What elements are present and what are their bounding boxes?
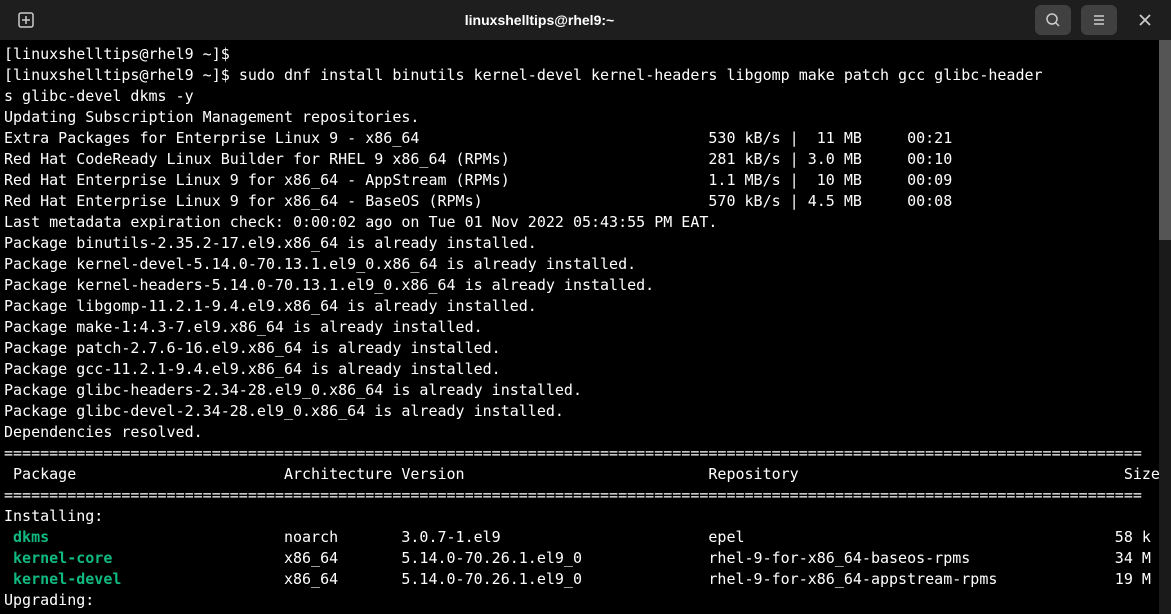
- output-line: Package make-1:4.3-7.el9.x86_64 is alrea…: [4, 318, 483, 336]
- menu-button[interactable]: [1081, 5, 1117, 35]
- scrollbar-thumb[interactable]: [1159, 40, 1171, 240]
- pkg-name: dkms: [4, 528, 49, 546]
- close-button[interactable]: [1127, 5, 1163, 35]
- separator: ========================================…: [4, 444, 1142, 462]
- output-line: Package gcc-11.2.1-9.4.el9.x86_64 is alr…: [4, 360, 501, 378]
- output-line: Package kernel-headers-5.14.0-70.13.1.el…: [4, 276, 654, 294]
- terminal-viewport[interactable]: [linuxshelltips@rhel9 ~]$ [linuxshelltip…: [0, 40, 1171, 614]
- separator: ========================================…: [4, 486, 1142, 504]
- titlebar-right: [1035, 5, 1163, 35]
- output-line: Red Hat Enterprise Linux 9 for x86_64 - …: [4, 171, 988, 189]
- output-line: Package glibc-headers-2.34-28.el9_0.x86_…: [4, 381, 582, 399]
- terminal-window: linuxshelltips@rhel9:~ [linuxshelltips@r…: [0, 0, 1171, 614]
- terminal-content: [linuxshelltips@rhel9 ~]$ [linuxshelltip…: [4, 44, 1167, 611]
- output-line: Red Hat Enterprise Linux 9 for x86_64 - …: [4, 192, 988, 210]
- pkg-details: x86_64 5.14.0-70.26.1.el9_0 rhel-9-for-x…: [112, 549, 1151, 567]
- output-line: Package glibc-devel-2.34-28.el9_0.x86_64…: [4, 402, 564, 420]
- output-line: Dependencies resolved.: [4, 423, 203, 441]
- output-line: Extra Packages for Enterprise Linux 9 - …: [4, 129, 988, 147]
- output-line: Package binutils-2.35.2-17.el9.x86_64 is…: [4, 234, 537, 252]
- scrollbar[interactable]: [1159, 40, 1171, 614]
- output-line: Updating Subscription Management reposit…: [4, 108, 419, 126]
- output-line: Package kernel-devel-5.14.0-70.13.1.el9_…: [4, 255, 636, 273]
- output-line: Package patch-2.7.6-16.el9.x86_64 is alr…: [4, 339, 501, 357]
- search-button[interactable]: [1035, 5, 1071, 35]
- pkg-details: noarch 3.0.7-1.el9 epel 58 k: [49, 528, 1151, 546]
- cmd-cont: s glibc-devel dkms -y: [4, 87, 194, 105]
- table-header: Package Architecture Version Repository …: [4, 465, 1160, 483]
- pkg-details: x86_64 5.14.0-70.26.1.el9_0 rhel-9-for-x…: [121, 570, 1151, 588]
- pkg-name: kernel-core: [4, 549, 112, 567]
- cmd: sudo dnf install binutils kernel-devel k…: [239, 66, 1043, 84]
- prompt: [linuxshelltips@rhel9 ~]$: [4, 45, 239, 63]
- prompt: [linuxshelltips@rhel9 ~]$: [4, 66, 239, 84]
- output-line: Red Hat CodeReady Linux Builder for RHEL…: [4, 150, 988, 168]
- new-tab-button[interactable]: [8, 5, 44, 35]
- pkg-name: kernel-devel: [4, 570, 121, 588]
- titlebar-left: [8, 5, 44, 35]
- titlebar: linuxshelltips@rhel9:~: [0, 0, 1171, 40]
- output-line: Last metadata expiration check: 0:00:02 …: [4, 213, 717, 231]
- section-label: Upgrading:: [4, 591, 94, 609]
- section-label: Installing:: [4, 507, 103, 525]
- output-line: Package libgomp-11.2.1-9.4.el9.x86_64 is…: [4, 297, 537, 315]
- window-title: linuxshelltips@rhel9:~: [44, 12, 1035, 28]
